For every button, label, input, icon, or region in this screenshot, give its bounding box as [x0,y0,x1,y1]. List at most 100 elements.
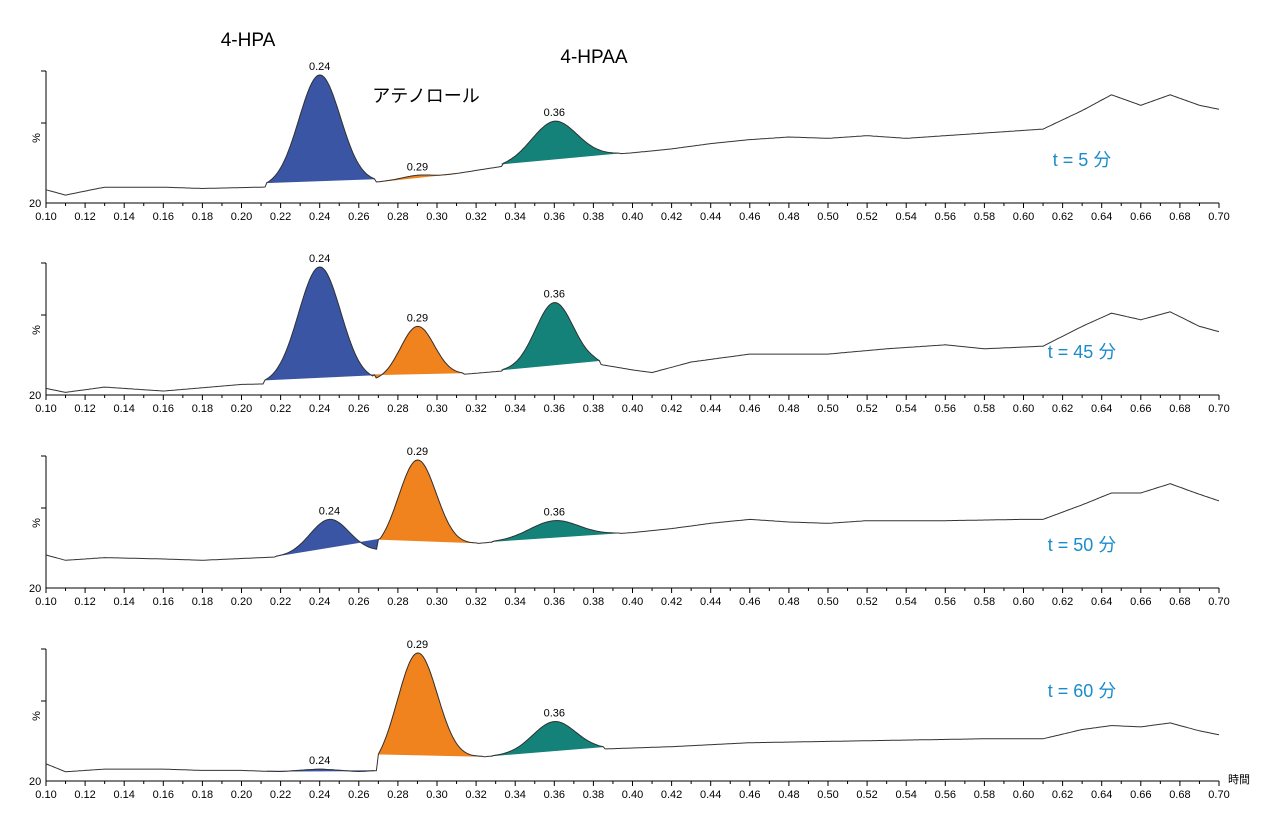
x-tick-label: 0.70 [1208,403,1229,415]
peak-4-HPA-area [264,266,375,381]
time-annotation: t = 60 分 [1048,681,1117,701]
x-tick-label: 0.68 [1169,789,1190,801]
x-tick-label: 0.28 [387,211,408,223]
x-tick-label: 0.52 [856,789,877,801]
chromatogram-trace [45,652,1220,773]
peak-retention-label: 0.24 [309,61,330,73]
x-tick-label: 0.56 [935,403,956,415]
x-tick-label: 0.28 [387,789,408,801]
x-tick-label: 0.54 [895,403,916,415]
x-tick-label: 0.52 [856,596,877,608]
x-tick-label: 0.16 [153,789,174,801]
x-tick-label: 0.18 [192,403,213,415]
chromatogram-trace [45,74,1220,196]
x-tick-label: 0.70 [1208,789,1229,801]
x-tick-label: 0.60 [1013,211,1034,223]
x-tick-label: 0.68 [1169,403,1190,415]
x-tick-label: 0.44 [700,789,721,801]
x-tick-label: 0.16 [153,596,174,608]
peak-retention-label: 0.29 [407,312,428,324]
x-tick-label: 0.42 [661,211,682,223]
x-tick-label: 0.16 [153,403,174,415]
x-tick-label: 0.38 [583,789,604,801]
x-tick-label: 0.18 [192,789,213,801]
chromatogram-trace [45,266,1220,393]
x-tick-label: 0.50 [817,789,838,801]
x-tick-label: 0.20 [231,403,252,415]
x-tick-label: 0.42 [661,403,682,415]
x-tick-label: 0.28 [387,596,408,608]
x-tick-label: 0.22 [270,596,291,608]
x-tick-label: 0.44 [700,211,721,223]
peak-retention-label: 0.29 [407,639,428,651]
x-tick-label: 0.48 [778,211,799,223]
x-tick-label: 0.60 [1013,596,1034,608]
x-tick-label: 0.56 [935,596,956,608]
x-tick-label: 0.32 [465,789,486,801]
compound-label-4-hpa: 4-HPA [221,30,276,51]
x-tick-label: 0.42 [661,789,682,801]
x-tick-label: 0.66 [1130,596,1151,608]
peak-retention-label: 0.36 [544,507,565,519]
compound-label-atenolol: アテノロール [372,86,479,107]
x-tick-label: 0.62 [1052,596,1073,608]
peak-retention-label: 0.29 [407,446,428,458]
x-tick-label: 0.52 [856,211,877,223]
x-tick-label: 0.46 [739,596,760,608]
x-tick-label: 0.58 [974,403,995,415]
x-tick-label: 0.24 [309,211,330,223]
x-tick-label: 0.30 [426,211,447,223]
x-tick-label: 0.70 [1208,211,1229,223]
x-tick-label: 0.18 [192,596,213,608]
x-tick-label: 0.56 [935,211,956,223]
x-tick-label: 0.54 [895,211,916,223]
x-tick-label: 0.14 [113,596,134,608]
x-tick-label: 0.68 [1169,596,1190,608]
x-tick-label: 0.62 [1052,403,1073,415]
x-tick-label: 0.30 [426,596,447,608]
peak-アテノロール-area [373,326,463,379]
x-tick-label: 0.26 [348,789,369,801]
y-axis-bottom-label: 20 [29,583,41,595]
x-tick-label: 0.48 [778,596,799,608]
x-tick-label: 0.60 [1013,789,1034,801]
peak-retention-label: 0.36 [544,708,565,720]
x-tick-label: 0.62 [1052,789,1073,801]
x-tick-label: 0.30 [426,789,447,801]
x-tick-label: 0.64 [1091,789,1112,801]
x-tick-label: 0.36 [544,596,565,608]
x-tick-label: 0.34 [504,789,525,801]
time-annotation: t = 50 分 [1048,535,1117,555]
peak-retention-label: 0.29 [407,161,428,173]
x-tick-label: 0.12 [74,789,95,801]
x-tick-label: 0.58 [974,789,995,801]
x-tick-label: 0.64 [1091,211,1112,223]
x-tick-label: 0.44 [700,403,721,415]
peak-retention-label: 0.36 [544,289,565,301]
x-tick-label: 0.20 [231,789,252,801]
peak-4-HPAA-area [491,721,604,757]
x-tick-label: 0.12 [74,211,95,223]
x-tick-label: 0.60 [1013,403,1034,415]
x-tick-label: 0.14 [113,211,134,223]
x-tick-label: 0.38 [583,596,604,608]
peak-retention-label: 0.24 [309,253,330,265]
x-tick-label: 0.52 [856,403,877,415]
x-tick-label: 0.66 [1130,789,1151,801]
x-tick-label: 0.28 [387,403,408,415]
y-axis-label: % [31,133,43,143]
x-tick-label: 0.42 [661,596,682,608]
x-tick-label: 0.56 [935,789,956,801]
x-tick-label: 0.16 [153,211,174,223]
x-tick-label: 0.24 [309,789,330,801]
peak-retention-label: 0.24 [319,505,340,517]
x-tick-label: 0.32 [465,211,486,223]
x-tick-label: 0.10 [35,596,56,608]
x-tick-label: 0.26 [348,403,369,415]
x-tick-label: 0.32 [465,403,486,415]
x-tick-label: 0.38 [583,403,604,415]
peak-4-HPAA-area [501,120,619,165]
peak-アテノロール-area [377,652,483,757]
x-tick-label: 0.38 [583,211,604,223]
